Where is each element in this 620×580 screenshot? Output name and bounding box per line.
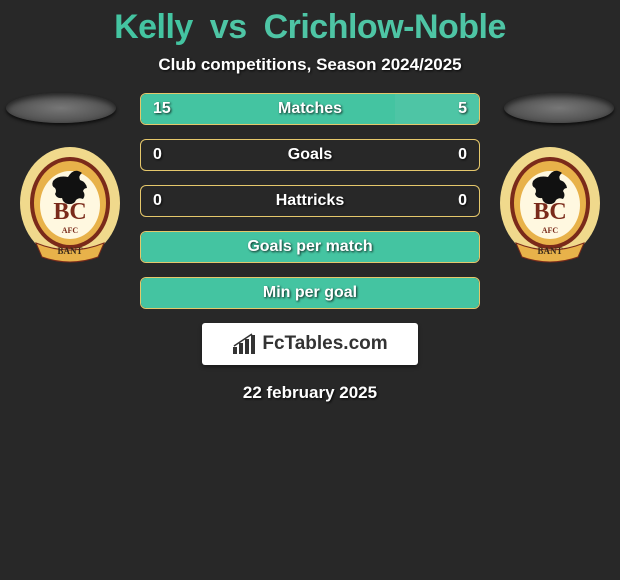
stat-label: Min per goal xyxy=(141,278,479,308)
stat-label: Goals per match xyxy=(141,232,479,262)
svg-text:BANT: BANT xyxy=(57,246,82,256)
fctables-badge: FcTables.com xyxy=(202,323,418,365)
player1-name: Kelly xyxy=(114,8,193,46)
svg-text:BC: BC xyxy=(53,199,86,225)
chart-icon xyxy=(232,333,258,355)
svg-text:AFC: AFC xyxy=(542,226,559,235)
comparison-title: Kelly vs Crichlow-Noble xyxy=(0,0,620,47)
svg-text:AFC: AFC xyxy=(62,226,79,235)
stat-label: Goals xyxy=(141,140,479,170)
fctables-label: FcTables.com xyxy=(262,333,387,355)
comparison-date: 22 february 2025 xyxy=(0,383,620,403)
svg-text:BANT: BANT xyxy=(537,246,562,256)
vs-separator: vs xyxy=(210,8,247,46)
stat-row: Goals per match xyxy=(140,231,480,263)
crest-icon: BC AFC BANT xyxy=(18,147,122,265)
stat-row: 00Goals xyxy=(140,139,480,171)
stat-bars: 155Matches 00Goals 00Hattricks Goals per ma… xyxy=(140,93,480,323)
player1-club-crest: BC AFC BANT xyxy=(18,147,122,265)
season-subtitle: Club competitions, Season 2024/2025 xyxy=(0,55,620,75)
player1-avatar-placeholder xyxy=(6,93,116,123)
stat-label: Matches xyxy=(141,94,479,124)
stat-row: Min per goal xyxy=(140,277,480,309)
stat-label: Hattricks xyxy=(141,186,479,216)
crest-icon: BC AFC BANT xyxy=(498,147,602,265)
player2-club-crest: BC AFC BANT xyxy=(498,147,602,265)
stat-row: 155Matches xyxy=(140,93,480,125)
svg-text:BC: BC xyxy=(533,199,566,225)
player2-name: Crichlow-Noble xyxy=(264,8,506,46)
stat-row: 00Hattricks xyxy=(140,185,480,217)
player2-avatar-placeholder xyxy=(504,93,614,123)
